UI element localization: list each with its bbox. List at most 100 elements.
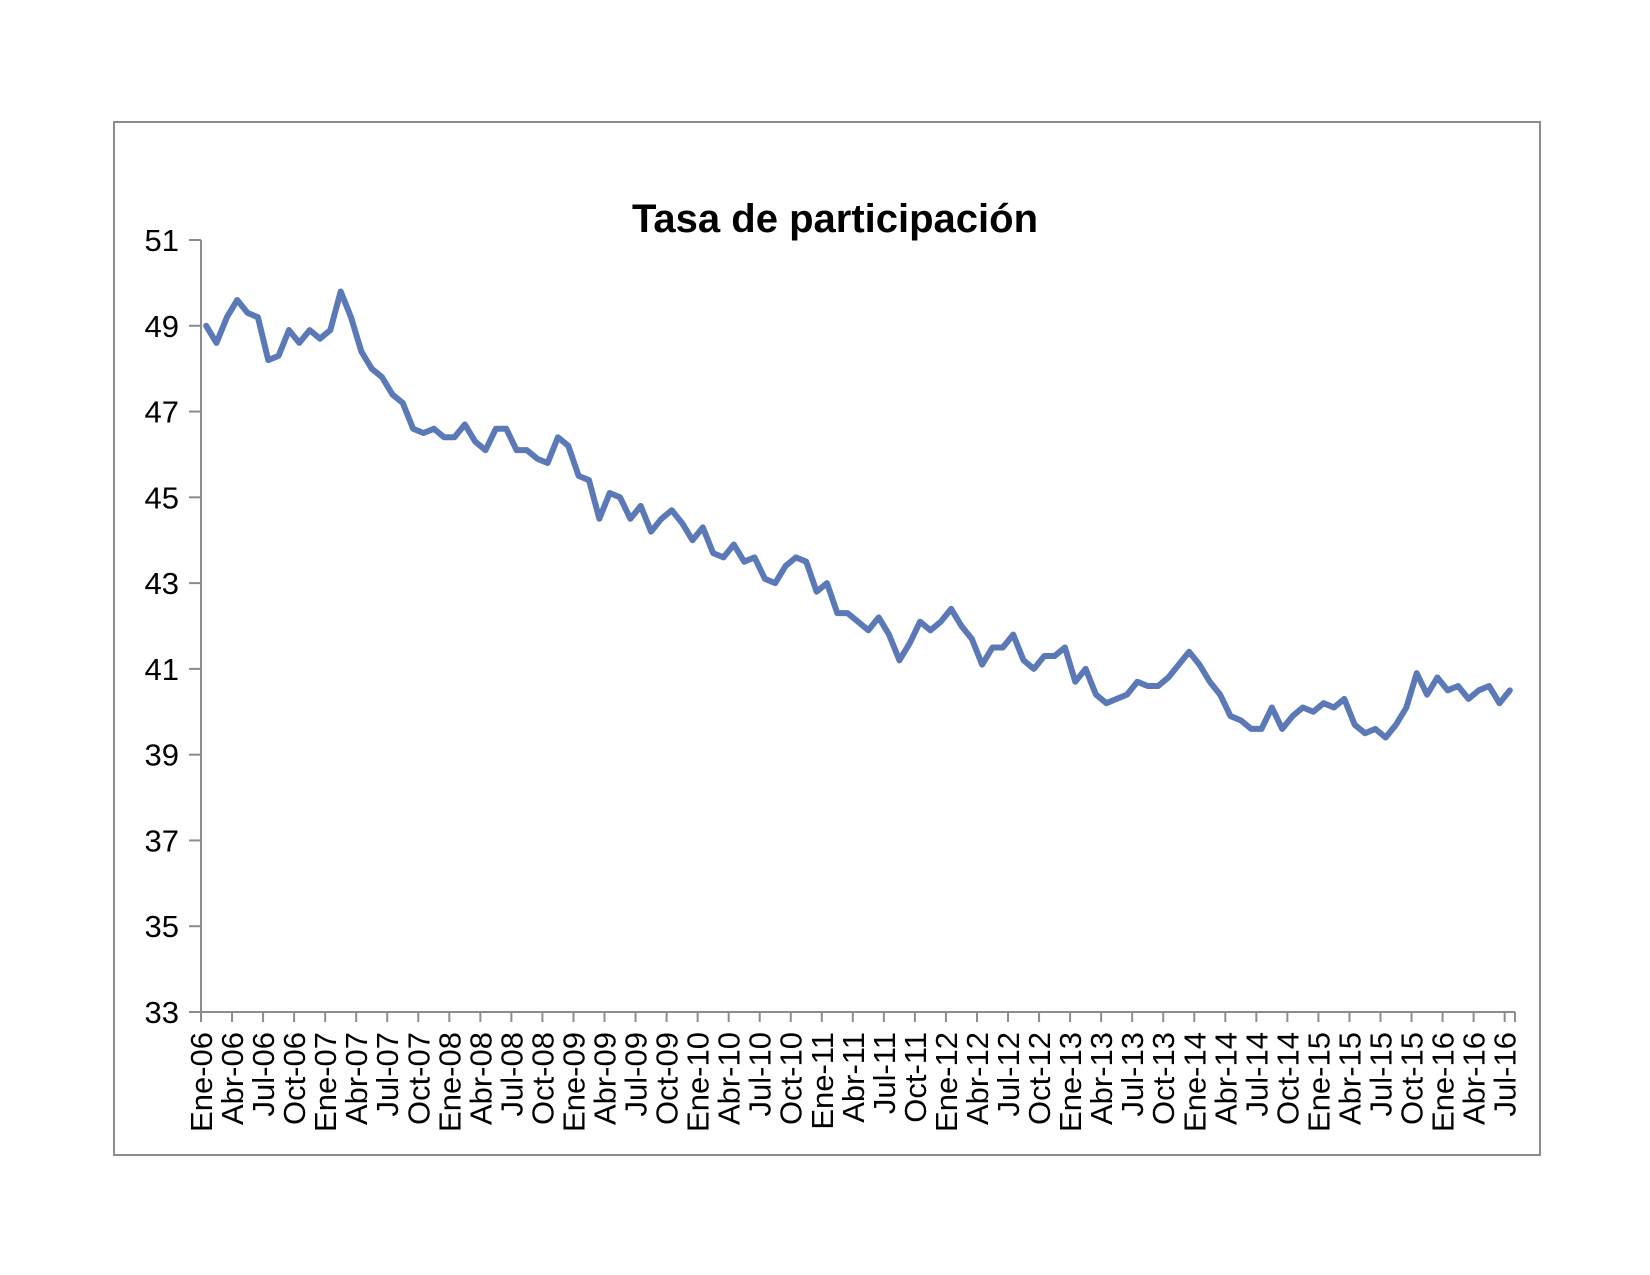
- data-point: [680, 521, 684, 525]
- data-point: [525, 448, 529, 452]
- data-point: [318, 337, 322, 341]
- data-point: [390, 392, 394, 396]
- x-tick-label: Jul-09: [619, 1032, 654, 1116]
- data-point: [835, 611, 839, 615]
- data-point: [473, 440, 477, 444]
- data-point: [432, 427, 436, 431]
- data-point: [504, 427, 508, 431]
- y-tick-label: 43: [145, 566, 179, 601]
- data-point: [939, 620, 943, 624]
- data-point: [1311, 710, 1315, 714]
- data-point: [1084, 667, 1088, 671]
- data-point: [1249, 727, 1253, 731]
- data-point: [825, 581, 829, 585]
- x-tick-label: Oct-12: [1022, 1032, 1057, 1125]
- data-point: [1177, 663, 1181, 667]
- data-point: [215, 341, 219, 345]
- data-point: [1135, 680, 1139, 684]
- x-tick-label: Ene-15: [1301, 1032, 1336, 1132]
- data-point: [1166, 675, 1170, 679]
- data-point: [1228, 714, 1232, 718]
- y-tick-label: 47: [145, 395, 179, 430]
- x-tick-label: Jul-13: [1115, 1032, 1150, 1116]
- data-point: [1456, 684, 1460, 688]
- data-point: [1042, 654, 1046, 658]
- data-point: [442, 435, 446, 439]
- y-tick-label: 33: [145, 995, 179, 1030]
- data-point: [1032, 667, 1036, 671]
- y-tick-label: 39: [145, 738, 179, 773]
- data-point: [577, 474, 581, 478]
- chart-title: Tasa de participación: [631, 197, 1039, 241]
- data-point: [753, 555, 757, 559]
- data-point: [452, 435, 456, 439]
- data-point: [1466, 697, 1470, 701]
- x-tick-label: Jul-10: [743, 1032, 778, 1116]
- data-point: [742, 560, 746, 564]
- data-point: [1270, 705, 1274, 709]
- x-tick-label: Oct-10: [774, 1032, 809, 1125]
- data-point: [1425, 693, 1429, 697]
- data-point: [1063, 645, 1067, 649]
- data-point: [980, 663, 984, 667]
- data-point: [1291, 714, 1295, 718]
- x-tick-label: Ene-11: [805, 1032, 840, 1130]
- data-point: [815, 590, 819, 594]
- series-line: [203, 288, 1513, 741]
- x-tick-label: Jul-07: [370, 1032, 405, 1116]
- data-point: [411, 427, 415, 431]
- data-point: [722, 555, 726, 559]
- x-tick-label: Ene-08: [432, 1032, 467, 1132]
- chart-frame: Tasa de participación: [113, 121, 1541, 1156]
- data-point: [204, 324, 208, 328]
- x-tick-label: Abr-07: [339, 1032, 374, 1125]
- x-tick-label: Abr-08: [463, 1032, 498, 1125]
- x-tick-label: Abr-12: [960, 1032, 995, 1125]
- data-point: [608, 491, 612, 495]
- x-tick-label: Oct-11: [898, 1032, 933, 1123]
- x-tick-label: Abr-16: [1457, 1032, 1492, 1125]
- data-point: [359, 350, 363, 354]
- data-point: [328, 328, 332, 332]
- data-point: [463, 422, 467, 426]
- data-point: [908, 641, 912, 645]
- data-point: [1384, 736, 1388, 740]
- data-point: [794, 555, 798, 559]
- x-tick-label: Jul-15: [1363, 1032, 1398, 1116]
- x-tick-label: Ene-09: [556, 1032, 591, 1132]
- data-point: [897, 658, 901, 662]
- data-point: [659, 517, 663, 521]
- x-tick-label: Oct-06: [277, 1032, 312, 1125]
- x-tick-label: Abr-09: [588, 1032, 623, 1125]
- x-tick-label: Ene-16: [1426, 1032, 1461, 1132]
- data-point: [1208, 680, 1212, 684]
- data-point: [1104, 701, 1108, 705]
- data-point: [628, 517, 632, 521]
- data-point: [1373, 727, 1377, 731]
- data-point: [380, 375, 384, 379]
- data-point: [1280, 727, 1284, 731]
- x-tick-label: Abr-11: [836, 1032, 871, 1123]
- x-tick-label: Jul-11: [867, 1032, 902, 1114]
- data-point: [1353, 723, 1357, 727]
- data-point: [1218, 693, 1222, 697]
- data-point: [887, 633, 891, 637]
- x-tick-label: Abr-06: [215, 1032, 250, 1125]
- data-point: [928, 628, 932, 632]
- x-tick-label: Oct-08: [525, 1032, 560, 1125]
- y-tick-label: 37: [145, 823, 179, 858]
- data-point: [1301, 705, 1305, 709]
- data-point: [587, 478, 591, 482]
- y-tick-label: 35: [145, 909, 179, 944]
- data-point: [349, 315, 353, 319]
- x-tick-label: Oct-15: [1395, 1032, 1430, 1125]
- data-point: [1146, 684, 1150, 688]
- data-point: [1394, 723, 1398, 727]
- data-point: [1322, 701, 1326, 705]
- data-point: [639, 504, 643, 508]
- data-point: [1001, 645, 1005, 649]
- data-point: [494, 427, 498, 431]
- data-point: [1094, 693, 1098, 697]
- data-point: [277, 354, 281, 358]
